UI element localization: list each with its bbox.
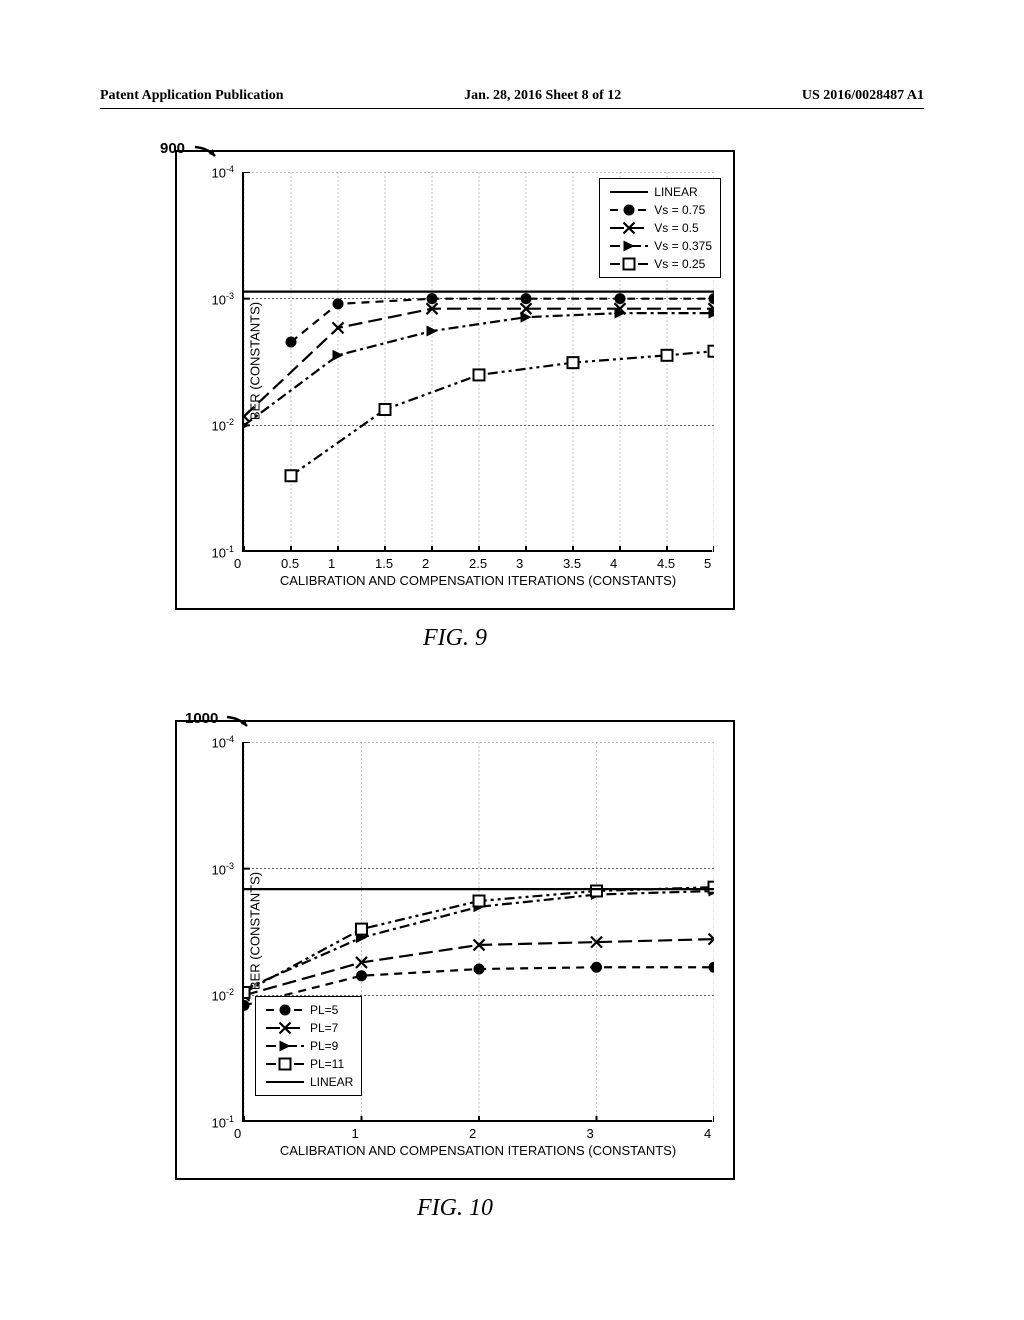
y-tick-label: 10-3 xyxy=(212,861,234,877)
x-tick-label: 5 xyxy=(704,556,711,571)
y-tick-label: 10-2 xyxy=(212,987,234,1003)
figure-9-frame: BER (CONSTANTS) CALIBRATION AND COMPENSA… xyxy=(175,150,735,610)
legend-label: LINEAR xyxy=(654,185,697,199)
y-tick-label: 10-4 xyxy=(212,734,234,750)
page-header: Patent Application Publication Jan. 28, … xyxy=(0,88,1024,104)
x-tick-label: 2 xyxy=(422,556,429,571)
legend-row: LINEAR xyxy=(608,183,712,201)
y-tick-label: 10-3 xyxy=(212,291,234,307)
legend-row: PL=11 xyxy=(264,1055,353,1073)
x-tick-label: 0 xyxy=(234,1126,241,1141)
fig9-ylabel: BER (CONSTANTS) xyxy=(248,302,263,420)
x-tick-label: 3.5 xyxy=(563,556,581,571)
x-tick-label: 2.5 xyxy=(469,556,487,571)
fig10-xlabel: CALIBRATION AND COMPENSATION ITERATIONS … xyxy=(280,1143,676,1158)
legend-symbol xyxy=(264,1056,306,1072)
legend-symbol xyxy=(608,184,650,200)
legend-symbol xyxy=(264,1074,306,1090)
y-tick-label: 10-1 xyxy=(212,544,234,560)
header-left: Patent Application Publication xyxy=(100,88,284,104)
fig9-caption: FIG. 9 xyxy=(175,625,735,652)
figure-10-frame: BER (CONSTANTS) CALIBRATION AND COMPENSA… xyxy=(175,720,735,1180)
legend-row: PL=9 xyxy=(264,1037,353,1055)
x-tick-label: 4.5 xyxy=(657,556,675,571)
legend-symbol xyxy=(608,256,650,272)
x-tick-label: 2 xyxy=(469,1126,476,1141)
x-tick-label: 0 xyxy=(234,556,241,571)
legend-label: Vs = 0.375 xyxy=(654,239,712,253)
legend-label: Vs = 0.5 xyxy=(654,221,698,235)
legend: PL=5 PL=7 PL=9 PL=11 LINEAR xyxy=(255,996,362,1096)
y-tick-label: 10-2 xyxy=(212,417,234,433)
x-tick-label: 4 xyxy=(610,556,617,571)
legend-symbol xyxy=(264,1020,306,1036)
legend-symbol xyxy=(608,220,650,236)
legend-row: Vs = 0.375 xyxy=(608,237,712,255)
legend-label: PL=11 xyxy=(310,1057,344,1071)
fig9-xlabel: CALIBRATION AND COMPENSATION ITERATIONS … xyxy=(280,573,676,588)
legend-label: LINEAR xyxy=(310,1075,353,1089)
legend-row: Vs = 0.75 xyxy=(608,201,712,219)
x-tick-label: 1 xyxy=(352,1126,359,1141)
fig10-caption: FIG. 10 xyxy=(175,1195,735,1222)
legend-label: Vs = 0.25 xyxy=(654,257,705,271)
legend-row: LINEAR xyxy=(264,1073,353,1091)
legend-label: PL=5 xyxy=(310,1003,338,1017)
legend-row: Vs = 0.5 xyxy=(608,219,712,237)
legend-label: PL=9 xyxy=(310,1039,338,1053)
legend-row: Vs = 0.25 xyxy=(608,255,712,273)
legend-symbol xyxy=(608,202,650,218)
header-rule xyxy=(100,108,924,109)
x-tick-label: 3 xyxy=(587,1126,594,1141)
x-tick-label: 1 xyxy=(328,556,335,571)
header-center: Jan. 28, 2016 Sheet 8 of 12 xyxy=(464,88,621,104)
x-tick-label: 4 xyxy=(704,1126,711,1141)
y-tick-label: 10-1 xyxy=(212,1114,234,1130)
x-tick-label: 0.5 xyxy=(281,556,299,571)
legend-symbol xyxy=(264,1038,306,1054)
legend-row: PL=7 xyxy=(264,1019,353,1037)
y-tick-label: 10-4 xyxy=(212,164,234,180)
legend-symbol xyxy=(608,238,650,254)
legend-label: PL=7 xyxy=(310,1021,338,1035)
legend-symbol xyxy=(264,1002,306,1018)
legend-label: Vs = 0.75 xyxy=(654,203,705,217)
legend-row: PL=5 xyxy=(264,1001,353,1019)
x-tick-label: 3 xyxy=(516,556,523,571)
header-right: US 2016/0028487 A1 xyxy=(802,88,924,104)
fig10-ylabel: BER (CONSTANTS) xyxy=(248,872,263,990)
legend: LINEAR Vs = 0.75 Vs = 0.5 Vs = 0.375 Vs = 0.… xyxy=(599,178,721,278)
x-tick-label: 1.5 xyxy=(375,556,393,571)
